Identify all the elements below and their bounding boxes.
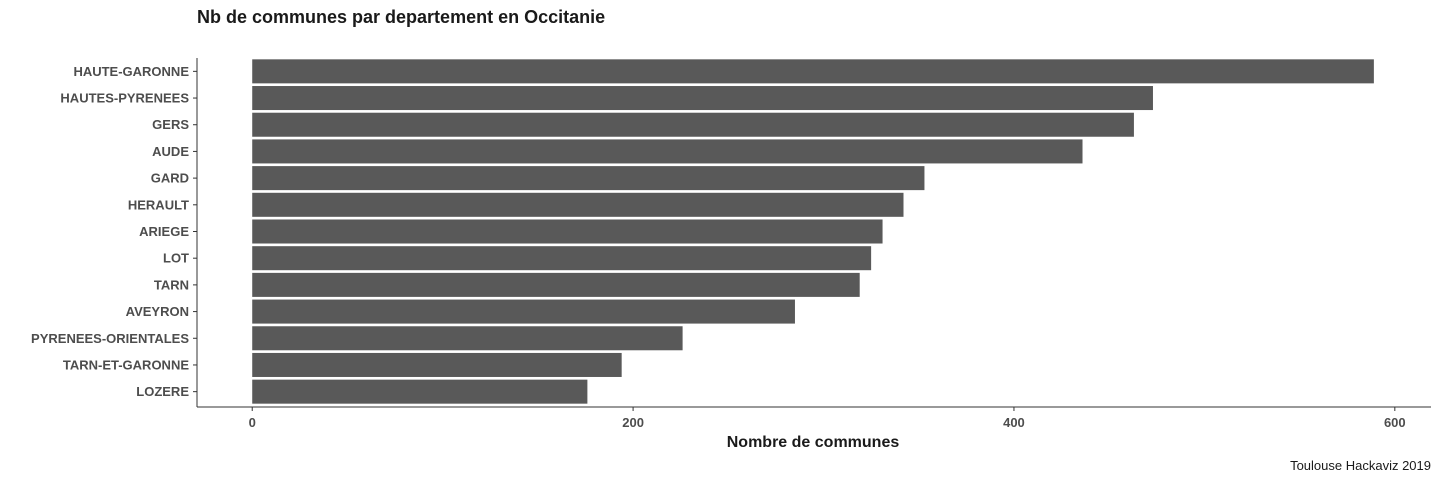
bar-gard — [252, 166, 925, 191]
bar-aveyron — [252, 299, 795, 324]
bars-group — [252, 59, 1374, 404]
bar-lot — [252, 246, 872, 271]
bar-aude — [252, 139, 1083, 164]
x-tick-label: 200 — [622, 415, 644, 430]
category-label: GERS — [152, 117, 189, 132]
category-label: AUDE — [152, 144, 189, 159]
category-label: ARIEGE — [139, 224, 189, 239]
category-label: HERAULT — [128, 197, 189, 212]
category-label: LOT — [163, 251, 189, 266]
category-label: HAUTE-GARONNE — [73, 64, 189, 79]
bar-tarn — [252, 272, 860, 297]
category-label: TARN — [154, 277, 189, 292]
category-label: TARN-ET-GARONNE — [63, 357, 189, 372]
bar-lozere — [252, 379, 588, 404]
x-tick-label: 400 — [1003, 415, 1025, 430]
category-label: PYRENEES-ORIENTALES — [31, 331, 189, 346]
bar-tarn-et-garonne — [252, 352, 622, 377]
category-label: GARD — [151, 171, 189, 186]
x-tick-label: 600 — [1384, 415, 1406, 430]
bar-hautes-pyrenees — [252, 86, 1153, 111]
x-axis-title: Nombre de communes — [727, 434, 900, 451]
chart-title: Nb de communes par departement en Occita… — [197, 7, 605, 27]
chart-caption: Toulouse Hackaviz 2019 — [1290, 458, 1431, 473]
x-tick-label: 0 — [249, 415, 256, 430]
category-label: LOZERE — [136, 384, 189, 399]
category-labels-group: HAUTE-GARONNE HAUTES-PYRENEES GERS AUDE GARD… — [31, 64, 189, 399]
bar-herault — [252, 192, 904, 217]
x-axis-ticks-group: 0 200 400 600 — [249, 407, 1406, 430]
y-axis-ticks-group — [193, 70, 197, 393]
category-label: AVEYRON — [126, 304, 189, 319]
bar-gers — [252, 112, 1134, 137]
bar-haute-garonne — [252, 59, 1374, 84]
category-label: HAUTES-PYRENEES — [60, 91, 189, 106]
bar-ariege — [252, 219, 883, 244]
bar-pyrenees-orientales — [252, 326, 683, 351]
